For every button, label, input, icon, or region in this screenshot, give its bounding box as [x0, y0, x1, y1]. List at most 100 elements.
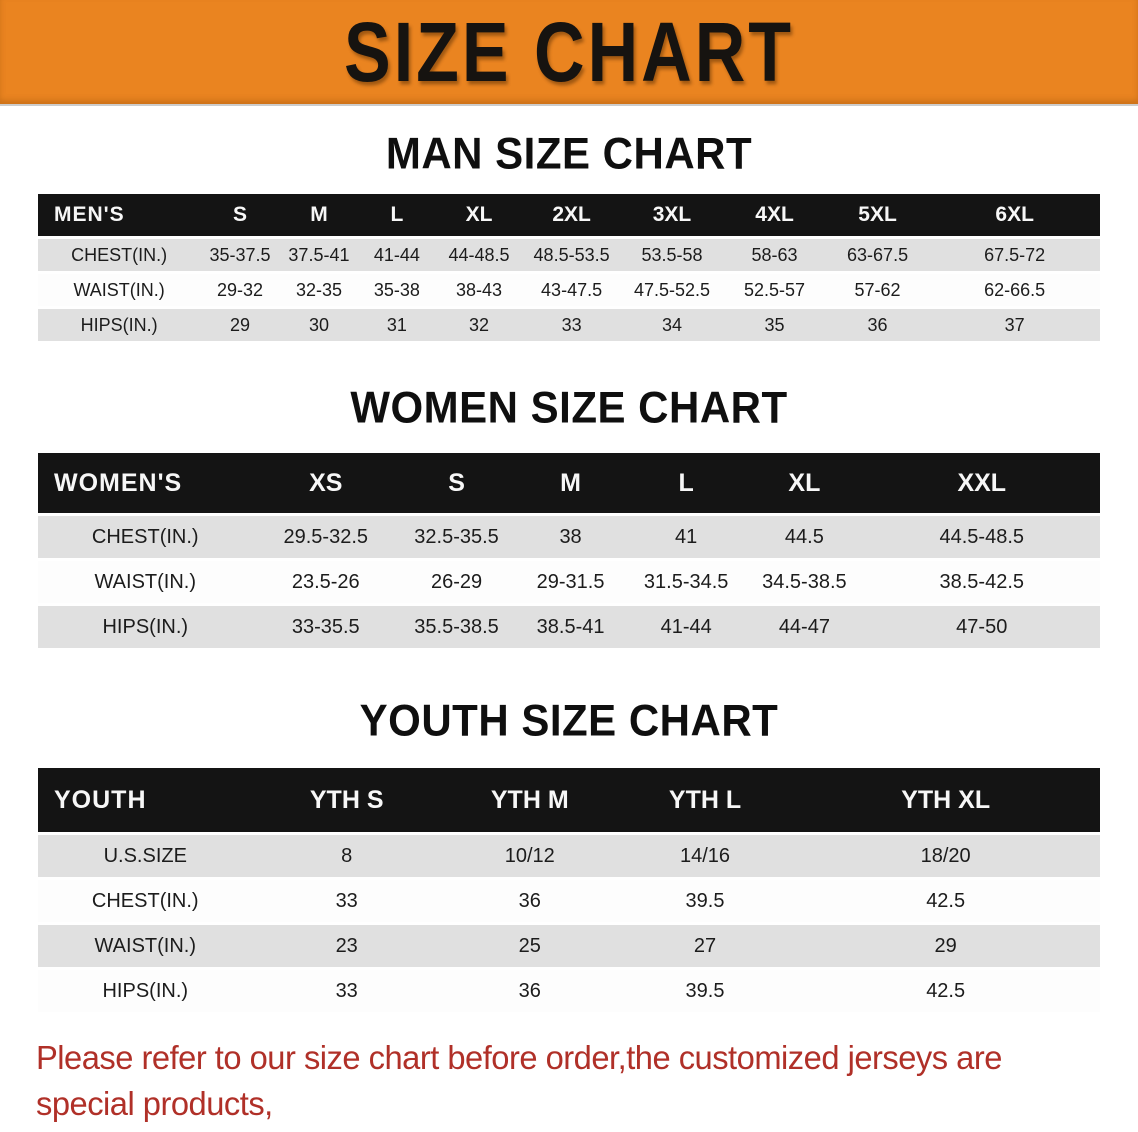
- size-value-cell: 44-47: [745, 606, 864, 648]
- mens-size-table: MEN'S S M L XL 2XL 3XL 4XL 5XL 6XL CHEST(IN.) 35-37…: [38, 191, 1100, 344]
- size-value-cell: 32: [435, 309, 523, 341]
- table-header-row: MEN'S S M L XL 2XL 3XL 4XL 5XL 6XL: [38, 194, 1100, 236]
- size-column-header: M: [514, 453, 628, 513]
- size-column-header: 5XL: [825, 194, 930, 236]
- row-label: WAIST(IN.): [38, 274, 201, 306]
- size-value-cell: 34.5-38.5: [745, 561, 864, 603]
- size-value-cell: 35: [723, 309, 826, 341]
- size-value-cell: 41: [627, 516, 746, 558]
- size-value-cell: 41-44: [358, 239, 436, 271]
- size-value-cell: 8: [252, 835, 441, 877]
- size-column-header: XS: [252, 453, 399, 513]
- size-value-cell: 44.5-48.5: [863, 516, 1100, 558]
- size-value-cell: 37.5-41: [279, 239, 359, 271]
- row-label: HIPS(IN.): [38, 970, 253, 1012]
- table-corner-label: WOMEN'S: [38, 453, 253, 513]
- size-value-cell: 48.5-53.5: [522, 239, 621, 271]
- size-value-cell: 38-43: [435, 274, 523, 306]
- size-column-header: 2XL: [522, 194, 621, 236]
- measurement-row: HIPS(IN.) 33-35.5 35.5-38.5 38.5-41 41-44 44-…: [38, 606, 1100, 648]
- row-label: WAIST(IN.): [38, 561, 253, 603]
- row-label: HIPS(IN.): [38, 606, 253, 648]
- disclaimer-line-2: we don't accept cancel, change, teturn o…: [36, 1127, 1091, 1132]
- size-value-cell: 34: [620, 309, 724, 341]
- size-column-header: 4XL: [723, 194, 826, 236]
- size-value-cell: 33: [252, 880, 441, 922]
- youth-size-chart-section: YOUTH SIZE CHART YOUTH YTH S YTH M YTH L YTH…: [0, 695, 1138, 1015]
- size-value-cell: 36: [825, 309, 930, 341]
- womens-size-table: WOMEN'S XS S M L XL XXL CHEST(IN.) 29.5-32.5 32.5…: [38, 450, 1100, 651]
- size-value-cell: 67.5-72: [929, 239, 1100, 271]
- size-value-cell: 62-66.5: [929, 274, 1100, 306]
- women-size-chart-section: WOMEN SIZE CHART WOMEN'S XS S M L XL XXL CHEST(…: [0, 383, 1138, 651]
- size-value-cell: 38.5-41: [514, 606, 628, 648]
- size-value-cell: 14/16: [618, 835, 792, 877]
- size-value-cell: 39.5: [618, 970, 792, 1012]
- size-value-cell: 44-48.5: [435, 239, 523, 271]
- row-label: HIPS(IN.): [38, 309, 201, 341]
- measurement-row: U.S.SIZE 8 10/12 14/16 18/20: [38, 835, 1100, 877]
- size-value-cell: 36: [440, 970, 619, 1012]
- measurement-row: CHEST(IN.) 29.5-32.5 32.5-35.5 38 41 44.5 44.5…: [38, 516, 1100, 558]
- size-value-cell: 29.5-32.5: [252, 516, 399, 558]
- size-column-header: XXL: [863, 453, 1100, 513]
- size-column-header: S: [399, 453, 515, 513]
- size-chart-banner-title: SIZE CHART: [344, 5, 794, 99]
- disclaimer: Please refer to our size chart before or…: [36, 1035, 1091, 1132]
- size-value-cell: 63-67.5: [825, 239, 930, 271]
- size-value-cell: 47.5-52.5: [620, 274, 724, 306]
- table-corner-label: MEN'S: [38, 194, 201, 236]
- size-value-cell: 25: [440, 925, 619, 967]
- man-size-chart-section: MAN SIZE CHART MEN'S S M L XL 2XL 3XL 4XL 5XL 6XL…: [0, 129, 1138, 344]
- size-column-header: XL: [745, 453, 864, 513]
- size-value-cell: 33-35.5: [252, 606, 399, 648]
- size-value-cell: 31.5-34.5: [627, 561, 746, 603]
- size-value-cell: 44.5: [745, 516, 864, 558]
- size-value-cell: 33: [252, 970, 441, 1012]
- size-value-cell: 33: [522, 309, 621, 341]
- size-column-header: YTH L: [618, 768, 792, 832]
- size-column-header: L: [358, 194, 436, 236]
- size-value-cell: 39.5: [618, 880, 792, 922]
- disclaimer-line-1: Please refer to our size chart before or…: [36, 1039, 1002, 1122]
- size-value-cell: 32.5-35.5: [399, 516, 515, 558]
- size-value-cell: 38: [514, 516, 628, 558]
- measurement-row: CHEST(IN.) 35-37.5 37.5-41 41-44 44-48.5 48.5…: [38, 239, 1100, 271]
- size-value-cell: 35.5-38.5: [399, 606, 515, 648]
- size-value-cell: 32-35: [279, 274, 359, 306]
- youth-section-title: YOUTH SIZE CHART: [359, 695, 779, 746]
- measurement-row: WAIST(IN.) 29-32 32-35 35-38 38-43 43-47.5 47.…: [38, 274, 1100, 306]
- table-header-row: WOMEN'S XS S M L XL XXL: [38, 453, 1100, 513]
- row-label: CHEST(IN.): [38, 880, 253, 922]
- size-value-cell: 23.5-26: [252, 561, 399, 603]
- measurement-row: HIPS(IN.) 29 30 31 32 33 34 35 36 37: [38, 309, 1100, 341]
- size-value-cell: 26-29: [399, 561, 515, 603]
- row-label: U.S.SIZE: [38, 835, 253, 877]
- size-value-cell: 31: [358, 309, 436, 341]
- size-value-cell: 35-37.5: [200, 239, 280, 271]
- size-value-cell: 29-31.5: [514, 561, 628, 603]
- size-column-header: L: [627, 453, 746, 513]
- size-value-cell: 18/20: [791, 835, 1100, 877]
- row-label: WAIST(IN.): [38, 925, 253, 967]
- size-value-cell: 58-63: [723, 239, 826, 271]
- size-value-cell: 41-44: [627, 606, 746, 648]
- size-value-cell: 36: [440, 880, 619, 922]
- size-value-cell: 42.5: [791, 880, 1100, 922]
- size-value-cell: 30: [279, 309, 359, 341]
- youth-size-table: YOUTH YTH S YTH M YTH L YTH XL U.S.SIZE 8 10/12…: [38, 765, 1100, 1015]
- size-value-cell: 57-62: [825, 274, 930, 306]
- size-value-cell: 38.5-42.5: [863, 561, 1100, 603]
- table-header-row: YOUTH YTH S YTH M YTH L YTH XL: [38, 768, 1100, 832]
- measurement-row: WAIST(IN.) 23.5-26 26-29 29-31.5 31.5-34.5 34…: [38, 561, 1100, 603]
- size-value-cell: 10/12: [440, 835, 619, 877]
- size-value-cell: 27: [618, 925, 792, 967]
- size-column-header: 3XL: [620, 194, 724, 236]
- row-label: CHEST(IN.): [38, 239, 201, 271]
- size-column-header: 6XL: [929, 194, 1100, 236]
- row-label: CHEST(IN.): [38, 516, 253, 558]
- table-corner-label: YOUTH: [38, 768, 253, 832]
- size-value-cell: 42.5: [791, 970, 1100, 1012]
- measurement-row: CHEST(IN.) 33 36 39.5 42.5: [38, 880, 1100, 922]
- size-value-cell: 43-47.5: [522, 274, 621, 306]
